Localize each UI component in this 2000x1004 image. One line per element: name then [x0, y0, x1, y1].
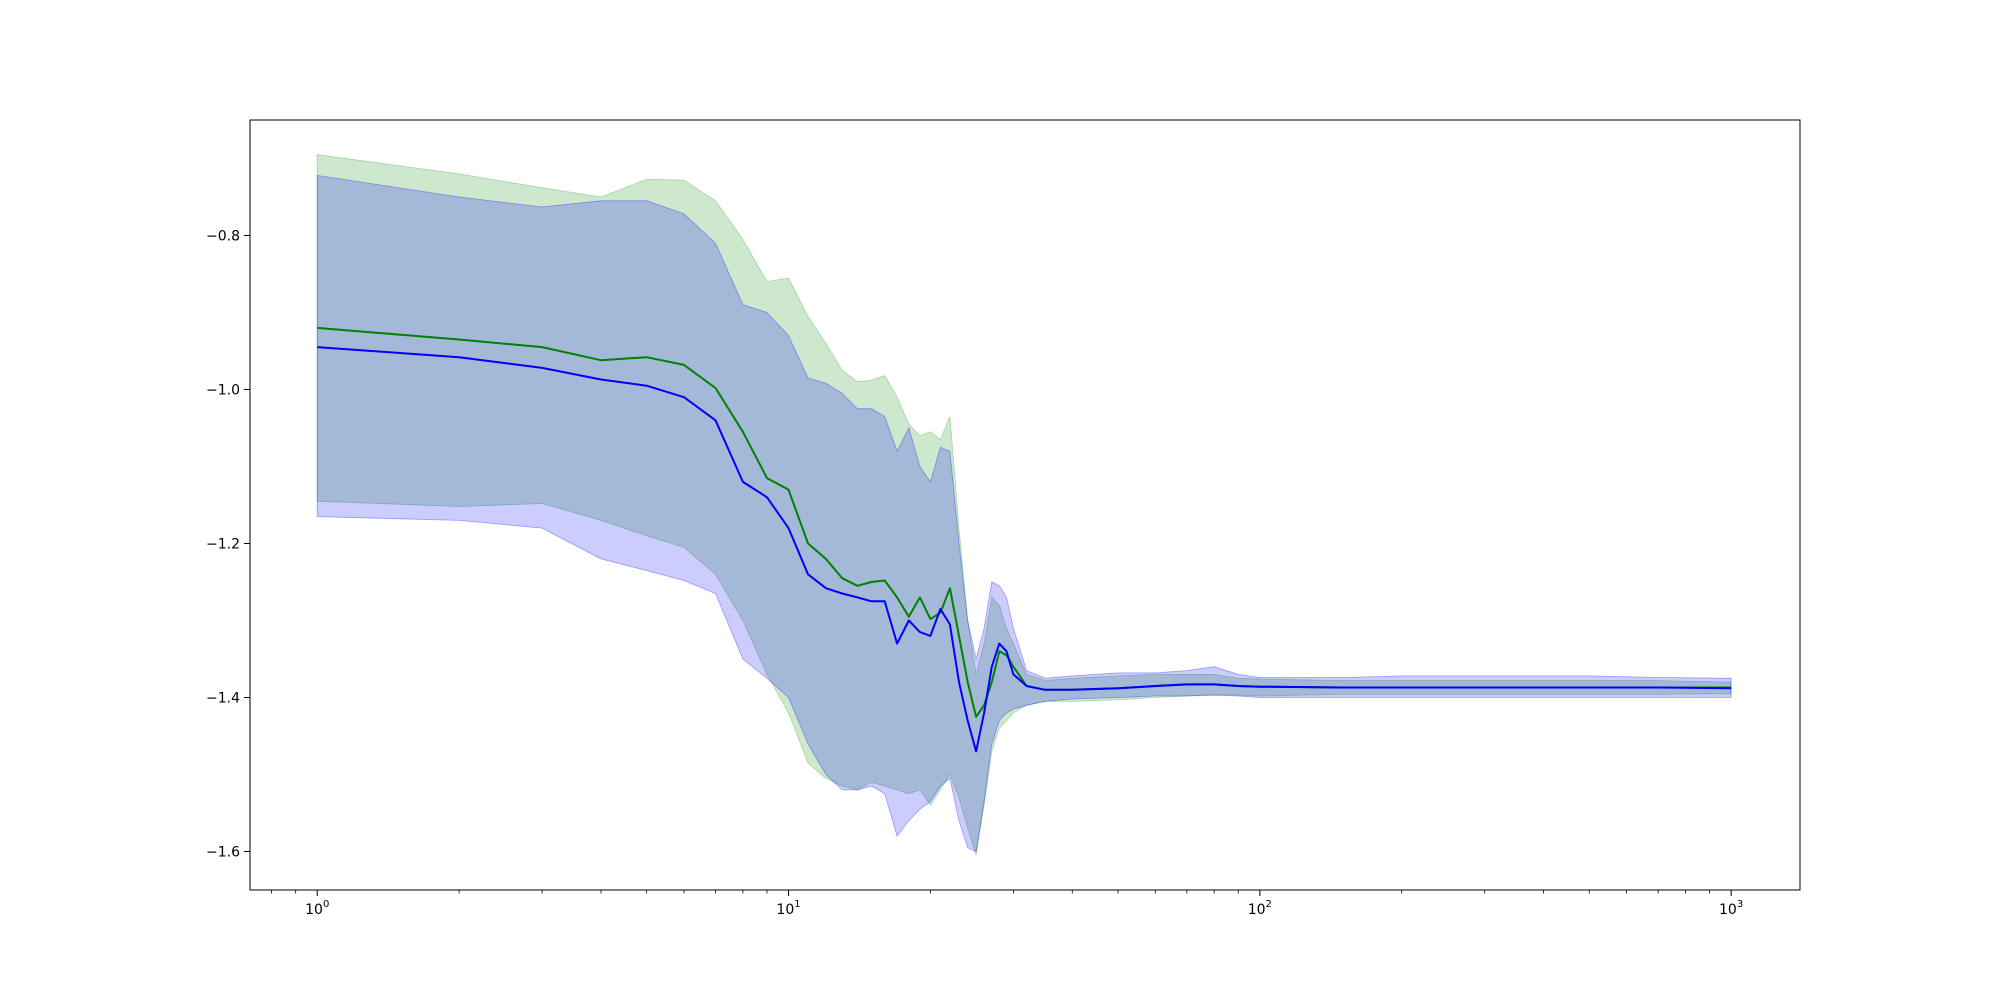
series-lines — [317, 326, 1732, 753]
y-axis: −0.8 −1.0 −1.2 −1.4 −1.6 — [206, 229, 250, 861]
x-axis: 100 101 102 103 — [271, 890, 1743, 918]
x-tick-label-exponent: 2 — [1266, 899, 1272, 910]
y-tick-label: −1.2 — [206, 537, 240, 553]
y-tick-label: −0.8 — [206, 229, 240, 245]
series-1-band — [316, 174, 1732, 853]
x-tick-label-exponent: 0 — [323, 899, 329, 910]
x-tick-label: 101 — [776, 899, 800, 918]
y-tick-label: −1.0 — [206, 383, 240, 399]
y-tick-label: −1.4 — [206, 691, 240, 707]
x-tick-label-base: 10 — [305, 902, 323, 918]
x-tick-label-base: 10 — [1248, 902, 1266, 918]
x-tick-label-base: 10 — [776, 902, 794, 918]
x-tick-label: 102 — [1248, 899, 1272, 918]
x-tick-label: 100 — [305, 899, 329, 918]
x-tick-label-exponent: 3 — [1737, 899, 1743, 910]
x-tick-label-exponent: 1 — [794, 899, 800, 910]
x-tick-label-base: 10 — [1719, 902, 1737, 918]
series-0-band — [316, 154, 1732, 856]
confidence-bands — [316, 154, 1732, 856]
y-tick-label: −1.6 — [206, 845, 240, 861]
x-tick-label: 103 — [1719, 899, 1743, 918]
series-1-line — [317, 346, 1732, 753]
plot-area-frame — [249, 119, 1801, 891]
